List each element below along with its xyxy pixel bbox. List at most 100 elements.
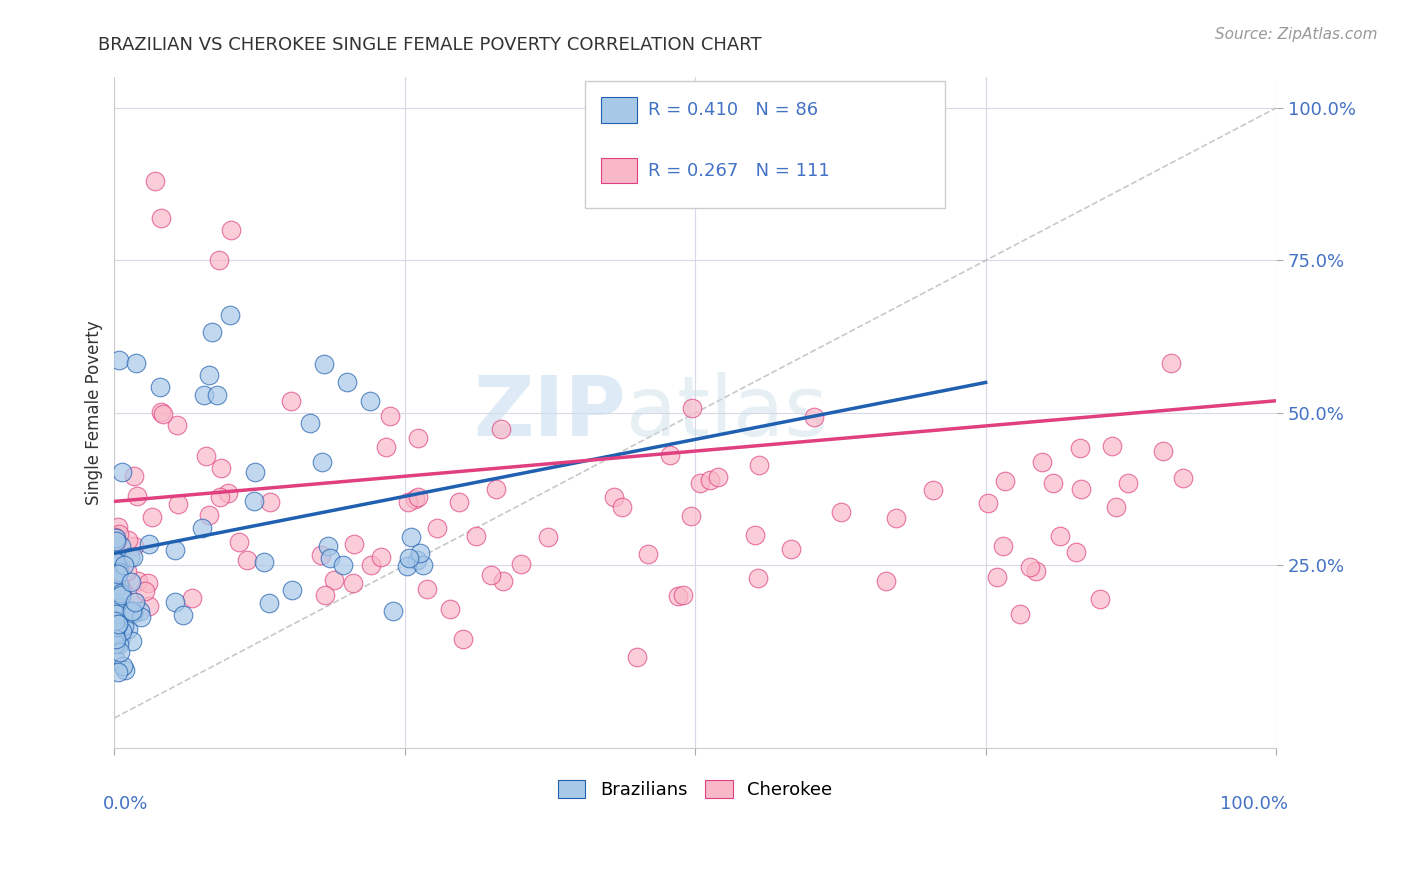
Point [105,620,128,634]
Text: R = 0.410   N = 86: R = 0.410 N = 86 [648,101,818,120]
Point [1031,455,1053,469]
Point [359,393,381,408]
Point [107,567,129,582]
Point [191,521,214,535]
Point [219,308,242,322]
Point [104,615,127,629]
FancyBboxPatch shape [585,81,945,209]
Point [209,461,232,475]
Point [485,482,508,496]
Point [105,602,128,616]
Point [103,638,125,652]
Point [103,626,125,640]
Point [1160,356,1182,370]
Point [129,610,152,624]
Point [830,505,852,519]
Point [107,601,129,615]
Point [259,495,281,509]
Point [103,572,125,586]
Point [107,665,129,680]
Point [343,537,366,551]
Point [105,571,128,585]
Point [110,585,132,599]
Point [138,537,160,551]
Point [219,223,242,237]
Point [163,542,186,557]
Point [107,607,129,622]
Point [242,494,264,508]
Point [111,465,134,479]
Point [167,497,190,511]
Point [257,596,280,610]
Point [105,556,128,570]
Point [236,552,259,566]
Point [336,376,359,390]
Point [112,558,135,573]
Point [1070,483,1092,497]
Point [103,615,125,629]
Point [884,510,907,524]
Point [922,483,945,498]
Point [415,582,437,596]
Point [108,557,131,571]
Text: Source: ZipAtlas.com: Source: ZipAtlas.com [1215,27,1378,42]
Point [105,531,128,545]
Point [104,607,127,621]
Point [138,599,160,613]
Point [208,253,231,268]
Point [110,589,132,603]
Point [986,570,1008,584]
Text: 0.0%: 0.0% [103,796,148,814]
Point [681,401,703,415]
Point [124,595,146,609]
Point [439,602,461,616]
FancyBboxPatch shape [602,158,637,184]
Point [108,578,131,592]
Point [398,550,420,565]
Point [1116,475,1139,490]
Point [396,494,419,508]
Point [107,599,129,613]
Point [637,547,659,561]
Point [122,539,145,553]
Point [510,558,533,572]
Point [991,539,1014,553]
Point [198,508,221,522]
Point [143,174,166,188]
Point [280,393,302,408]
FancyBboxPatch shape [602,97,637,123]
Point [122,550,145,565]
Point [104,579,127,593]
Point [124,595,146,609]
Point [316,539,339,553]
Point [243,465,266,479]
Point [281,583,304,598]
Point [152,407,174,421]
Point [114,663,136,677]
Point [228,534,250,549]
Point [107,615,129,630]
Point [319,551,342,566]
Point [110,539,132,553]
Point [374,441,396,455]
Point [111,583,134,598]
Point [253,555,276,569]
Point [120,574,142,589]
Point [128,604,150,618]
Point [1069,442,1091,456]
Point [117,533,139,548]
Point [107,353,129,368]
Point [165,595,187,609]
Point [370,549,392,564]
Point [104,530,127,544]
Point [666,589,689,603]
Point [309,548,332,562]
Point [603,490,626,504]
Point [127,574,149,588]
Point [205,387,228,401]
Point [110,630,132,644]
Point [105,632,128,646]
Point [111,658,134,673]
Point [193,388,215,402]
Point [107,550,129,565]
